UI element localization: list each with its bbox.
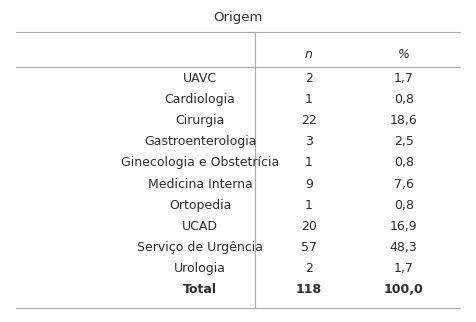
Text: 0,8: 0,8 xyxy=(394,199,414,212)
Text: Total: Total xyxy=(183,283,217,297)
Text: UAVC: UAVC xyxy=(183,71,217,85)
Text: 1: 1 xyxy=(305,93,313,106)
Text: 18,6: 18,6 xyxy=(390,114,417,127)
Text: 57: 57 xyxy=(301,241,317,254)
Text: 2: 2 xyxy=(305,71,313,85)
Text: Cardiologia: Cardiologia xyxy=(165,93,236,106)
Text: Medicina Interna: Medicina Interna xyxy=(148,177,252,191)
Text: 1,7: 1,7 xyxy=(394,262,414,275)
Text: 3: 3 xyxy=(305,135,313,148)
Text: 7,6: 7,6 xyxy=(394,177,414,191)
Text: Cirurgia: Cirurgia xyxy=(176,114,225,127)
Text: Urologia: Urologia xyxy=(174,262,226,275)
Text: 48,3: 48,3 xyxy=(390,241,417,254)
Text: 1: 1 xyxy=(305,156,313,169)
Text: 118: 118 xyxy=(296,283,322,297)
Text: 2,5: 2,5 xyxy=(394,135,414,148)
Text: Origem: Origem xyxy=(213,11,263,24)
Text: Ortopedia: Ortopedia xyxy=(169,199,231,212)
Text: UCAD: UCAD xyxy=(182,220,218,233)
Text: Gastroenterologia: Gastroenterologia xyxy=(144,135,257,148)
Text: 2: 2 xyxy=(305,262,313,275)
Text: 20: 20 xyxy=(301,220,317,233)
Text: Ginecologia e Obstetrícia: Ginecologia e Obstetrícia xyxy=(121,156,279,169)
Text: 0,8: 0,8 xyxy=(394,93,414,106)
Text: 1: 1 xyxy=(305,199,313,212)
Text: Serviço de Urgência: Serviço de Urgência xyxy=(137,241,263,254)
Text: 1,7: 1,7 xyxy=(394,71,414,85)
Text: 0,8: 0,8 xyxy=(394,156,414,169)
Text: 9: 9 xyxy=(305,177,313,191)
Text: 100,0: 100,0 xyxy=(384,283,424,297)
Text: %: % xyxy=(397,48,409,61)
Text: 22: 22 xyxy=(301,114,317,127)
Text: 16,9: 16,9 xyxy=(390,220,417,233)
Text: n: n xyxy=(305,48,313,61)
